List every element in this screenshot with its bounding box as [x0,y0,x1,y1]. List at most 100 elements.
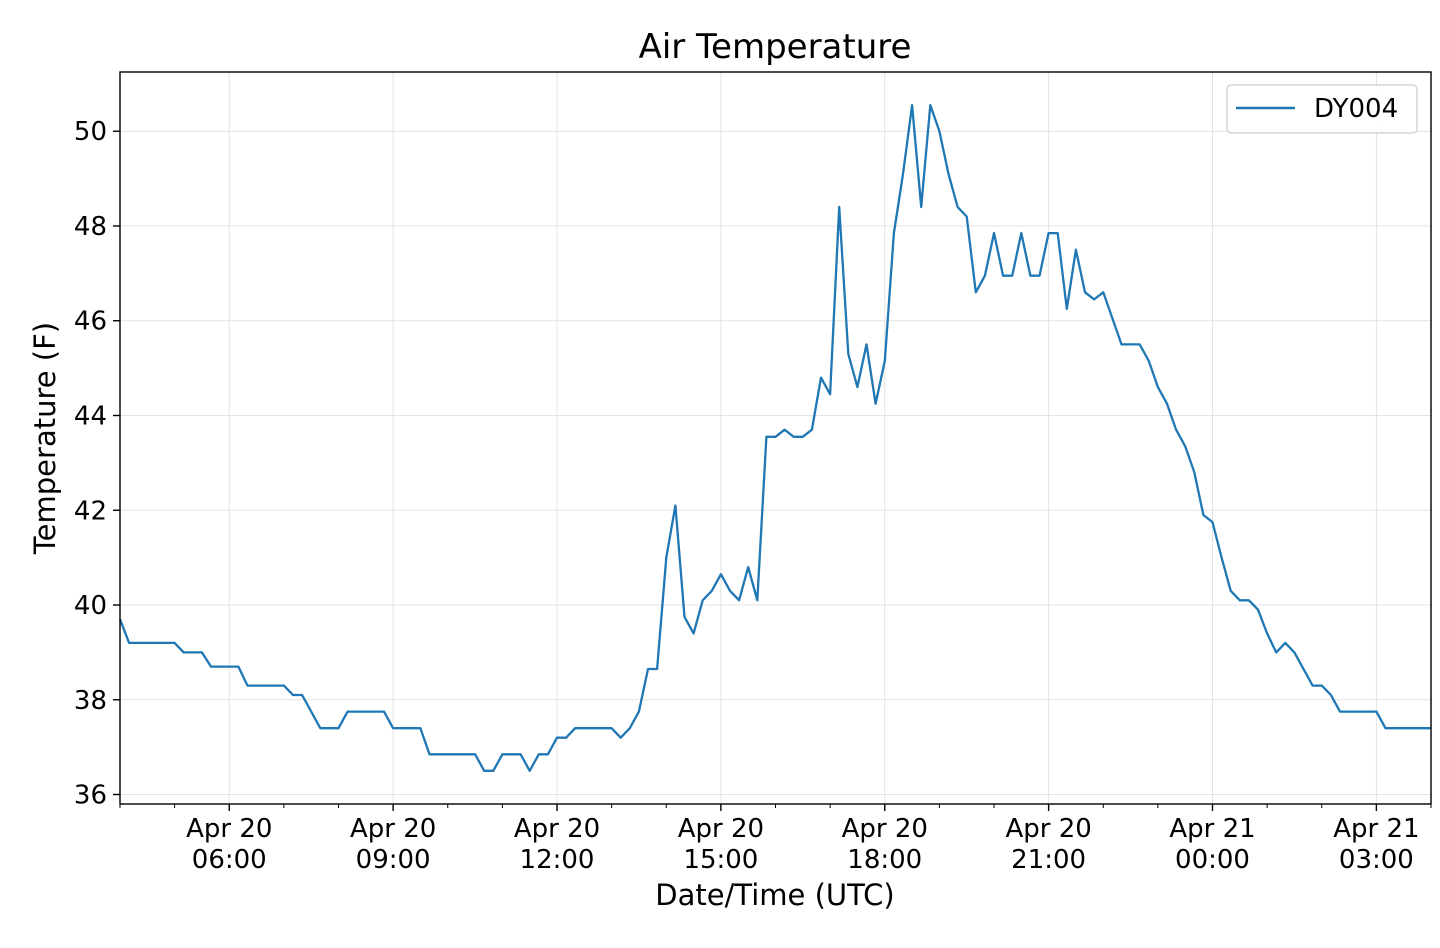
x-tick-label-time: 18:00 [847,845,922,875]
data-point [1294,652,1296,654]
data-point [1112,318,1114,320]
data-point [320,727,322,729]
x-tick-label-date: Apr 20 [514,814,600,844]
x-tick-label-time: 12:00 [520,845,595,875]
data-point [720,573,722,575]
data-point [1057,232,1059,234]
data-point [538,754,540,756]
data-point [1257,609,1259,611]
data-point [128,642,130,644]
y-tick-label: 36 [74,781,107,811]
series-layer [118,104,1431,772]
data-point [238,666,240,668]
data-point [1030,275,1032,277]
data-point [930,104,932,106]
data-point [729,590,731,592]
data-point [420,727,422,729]
data-point [939,130,941,132]
data-point [1093,299,1095,301]
x-axis-title: Date/Time (UTC) [655,878,894,912]
data-point [520,754,522,756]
data-point [183,652,185,654]
y-tick-label: 48 [74,212,107,242]
series-line-dy004 [118,104,1431,772]
data-point [802,436,804,438]
data-point [1203,514,1205,516]
data-point [757,600,759,602]
y-tick-label: 46 [74,307,107,337]
x-tick-label-time: 15:00 [683,845,758,875]
legend-box [1226,84,1418,134]
data-point [711,590,713,592]
data-point [1376,711,1378,713]
data-point [693,633,695,635]
data-point [957,206,959,208]
data-point [675,505,677,507]
data-point [1075,249,1077,251]
data-point [948,173,950,175]
data-point [911,104,913,106]
data-point [1130,344,1132,346]
x-tick-label-date: Apr 21 [1333,814,1419,844]
data-point [1221,557,1223,559]
data-point [1275,652,1277,654]
data-point [1230,590,1232,592]
data-point [1312,685,1314,687]
data-point [483,770,485,772]
x-tick-label-time: 06:00 [192,845,267,875]
data-point [702,600,704,602]
x-tick-label-time: 21:00 [1011,845,1086,875]
x-tick-label-time: 00:00 [1175,845,1250,875]
data-point [429,754,431,756]
data-point [1285,642,1287,644]
data-point [738,600,740,602]
data-point [829,393,831,395]
data-point [1121,344,1123,346]
data-point [1194,472,1196,474]
data-point [1066,308,1068,310]
x-tick-label-date: Apr 20 [678,814,764,844]
data-point [838,206,840,208]
data-point [1248,600,1250,602]
data-point [766,436,768,438]
data-point [383,711,385,713]
data-point [1166,403,1168,405]
data-point [1148,360,1150,362]
data-point [1011,275,1013,277]
data-point [1239,600,1241,602]
data-point [975,292,977,294]
data-point [1385,727,1387,729]
data-point [547,754,549,756]
data-point [565,737,567,739]
x-tick-label-date: Apr 20 [842,814,928,844]
data-point [1139,344,1141,346]
data-point [684,616,686,618]
data-point [201,652,203,654]
data-point [1103,292,1105,294]
y-tick-label: 40 [74,591,107,621]
y-tick-label: 50 [74,117,107,147]
data-point [347,711,349,713]
data-point [656,668,658,670]
data-point [629,727,631,729]
y-tick-label: 38 [74,686,107,716]
data-point [920,206,922,208]
data-point [1212,521,1214,523]
data-point [283,685,285,687]
data-point [556,737,558,739]
data-point [666,557,668,559]
data-point [848,353,850,355]
data-point [747,566,749,568]
data-point [966,216,968,218]
x-tick-label-date: Apr 20 [350,814,436,844]
data-point [1175,429,1177,431]
data-point [784,429,786,431]
data-point [338,727,340,729]
x-tick-label-date: Apr 20 [186,814,272,844]
data-point [1266,633,1268,635]
legend-label-dy004: DY004 [1314,94,1398,124]
data-point [1330,694,1332,696]
data-point [474,754,476,756]
data-point [502,754,504,756]
